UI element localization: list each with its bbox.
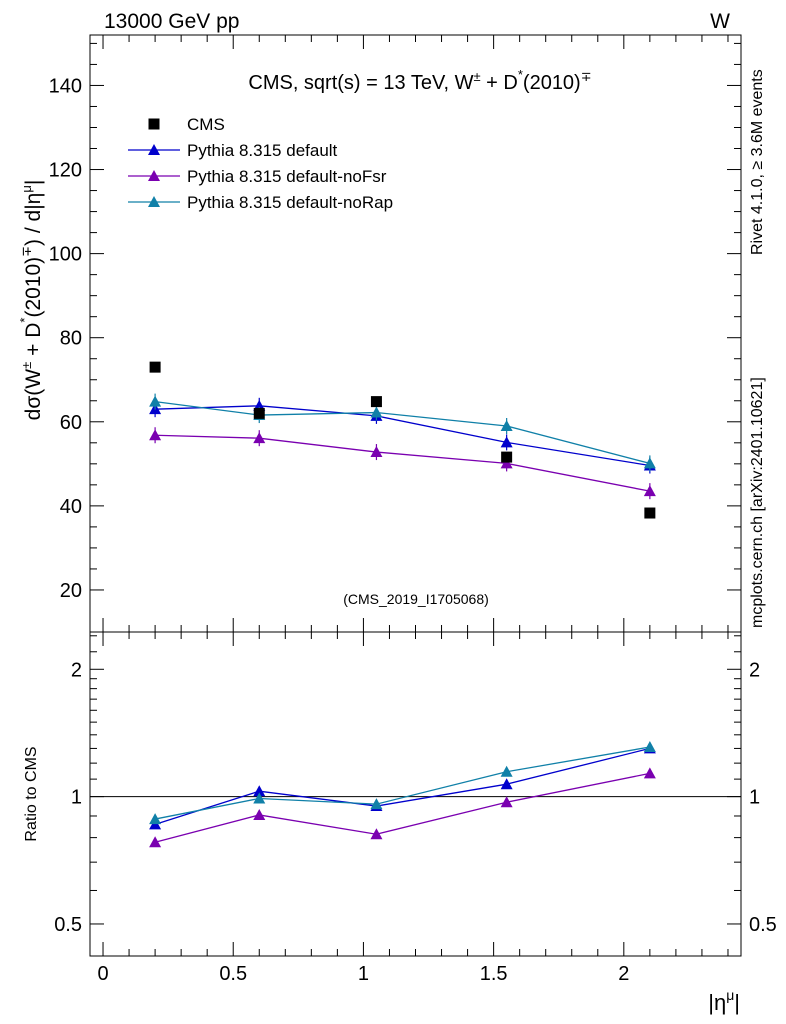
ratio-point-noRap (149, 813, 162, 825)
legend-item-noRap: Pythia 8.315 default-noRap (128, 193, 393, 212)
data-point-default (500, 436, 513, 448)
data-point-noFsr (500, 457, 513, 469)
main-y-tick-labels: 20 40 60 80 100 120 140 (49, 75, 82, 602)
ratio-series-group (149, 741, 656, 848)
legend-item-noFsr: Pythia 8.315 default-noFsr (128, 167, 387, 186)
ratio-point-default (253, 785, 266, 797)
ratio-series-noFsr (149, 767, 656, 848)
data-point-noRap (500, 419, 513, 431)
legend-marker-cms (148, 118, 160, 130)
ratio-y-tick-labels: 0.5 0.5 1 1 2 2 (54, 659, 777, 936)
main-y-tick-label: 20 (60, 580, 82, 602)
x-tick-label: 2 (618, 963, 629, 985)
ratio-series-noRap (149, 741, 656, 825)
ratio-line-noFsr (154, 772, 650, 843)
analysis-label: (CMS_2019_I1705068) (343, 591, 489, 607)
data-point-noRap (370, 406, 383, 418)
legend-label-noRap: Pythia 8.315 default-noRap (187, 193, 393, 212)
ratio-point-noFsr (149, 836, 162, 848)
ratio-point-noRap (370, 798, 383, 810)
energy-label: 13000 GeV pp (104, 10, 239, 33)
series-default (149, 397, 656, 474)
x-tick-label: 0.5 (219, 963, 247, 985)
main-y-tick-label: 60 (60, 412, 82, 434)
data-point-noRap (643, 457, 656, 469)
main-y-tick-label: 140 (49, 75, 82, 97)
ratio-point-noFsr (253, 808, 266, 820)
rivet-label: Rivet 4.1.0, ≥ 3.6M events (749, 69, 766, 255)
x-tick-labels: 0 0.5 1 1.5 2 (97, 963, 629, 985)
data-point-noFsr (253, 432, 266, 444)
legend-marker-noRap (148, 196, 160, 207)
data-point-noFsr (643, 485, 656, 497)
main-y-tick-label: 100 (49, 244, 82, 266)
legend-label-noFsr: Pythia 8.315 default-noFsr (187, 167, 387, 186)
x-tick-label: 1 (358, 963, 369, 985)
legend-label-cms: CMS (187, 115, 225, 134)
main-y-tick-label: 80 (60, 328, 82, 350)
ratio-y-tick-label-right: 2 (749, 659, 760, 681)
data-point-cms (253, 407, 265, 419)
series-noFsr (149, 427, 656, 500)
x-axis-label: |ημ| (708, 987, 740, 1015)
ratio-y-tick-label-left: 2 (71, 659, 82, 681)
process-label: W (710, 10, 730, 33)
legend-label-default: Pythia 8.315 default (187, 141, 338, 160)
data-point-cms (370, 396, 382, 408)
mcplots-label: mcplots.cern.ch [arXiv:2401.10621] (749, 377, 766, 628)
ratio-y-tick-label-right: 1 (749, 787, 760, 809)
ratio-series-default (149, 742, 656, 830)
main-y-tick-label: 40 (60, 496, 82, 518)
data-point-cms (501, 451, 513, 463)
data-point-noFsr (370, 446, 383, 458)
ratio-point-noFsr (643, 767, 656, 779)
legend: CMS Pythia 8.315 default Pythia 8.315 defa… (128, 115, 393, 212)
data-point-noFsr (149, 429, 162, 441)
legend-marker-noFsr (148, 170, 160, 181)
main-axis-ticks (90, 35, 741, 632)
data-point-noRap (149, 395, 162, 407)
ratio-point-noFsr (370, 828, 383, 840)
main-series-group (149, 361, 656, 519)
ratio-y-tick-label-left: 0.5 (54, 914, 82, 936)
series-noRap (149, 393, 656, 472)
legend-marker-default (148, 144, 160, 155)
data-point-cms (644, 507, 656, 519)
series-cms (149, 361, 656, 519)
x-tick-label: 1.5 (480, 963, 508, 985)
ratio-line-noRap (154, 746, 650, 820)
ratio-point-noRap (500, 765, 513, 777)
ratio-point-noFsr (500, 796, 513, 808)
ratio-point-default (500, 778, 513, 790)
ratio-point-noRap (643, 741, 656, 753)
legend-item-default: Pythia 8.315 default (128, 141, 338, 160)
ratio-point-noRap (253, 792, 266, 804)
main-y-axis-label: dσ(W± + D*(2010)∓) / d|ημ| (17, 180, 45, 421)
ratio-y-tick-label-left: 1 (71, 787, 82, 809)
legend-item-cms: CMS (148, 115, 225, 134)
data-point-cms (149, 361, 161, 373)
main-y-tick-label: 120 (49, 160, 82, 182)
ratio-y-tick-label-right: 0.5 (749, 914, 777, 936)
ratio-y-axis-label: Ratio to CMS (23, 746, 40, 841)
x-tick-label: 0 (97, 963, 108, 985)
main-title: CMS, sqrt(s) = 13 TeV, W± + D*(2010)∓ (248, 67, 591, 94)
